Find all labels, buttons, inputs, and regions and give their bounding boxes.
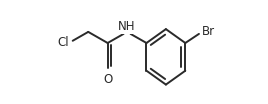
Text: O: O [103, 74, 112, 87]
Text: Cl: Cl [57, 37, 69, 50]
Text: Br: Br [202, 25, 215, 38]
Text: NH: NH [118, 20, 136, 33]
